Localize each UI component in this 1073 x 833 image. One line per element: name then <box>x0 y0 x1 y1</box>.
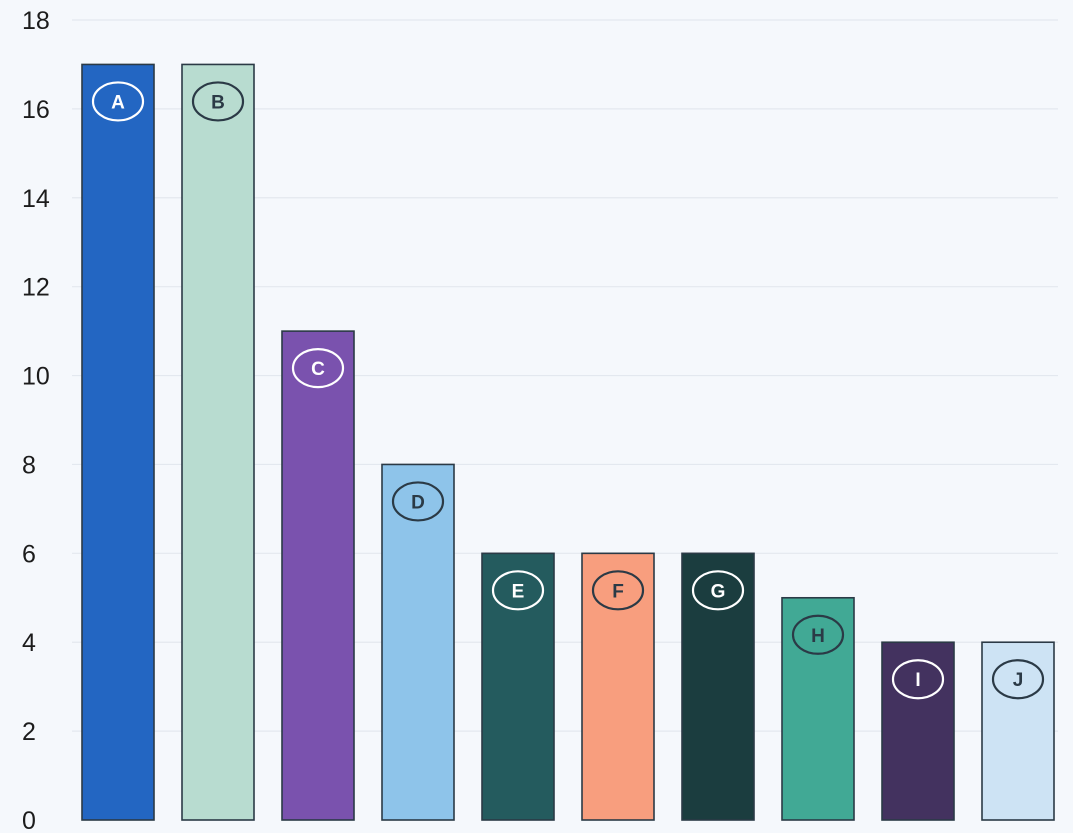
category-label: D <box>411 492 425 513</box>
bar-b <box>181 63 255 821</box>
bar-d <box>381 463 455 821</box>
bar-label-b: B <box>191 81 245 122</box>
category-label: I <box>915 670 920 691</box>
bar-label-j: J <box>991 659 1045 700</box>
y-tick-label: 8 <box>22 451 36 479</box>
bar-label-a: A <box>91 81 145 122</box>
badge-outline <box>191 81 245 122</box>
bar-category-badges: A B C D E F G H I J <box>91 81 1045 700</box>
category-label: B <box>211 92 225 113</box>
y-tick-label: 18 <box>22 7 50 35</box>
y-tick-label: 12 <box>22 274 50 302</box>
bar-label-d: D <box>391 481 445 522</box>
badge-outline <box>591 570 645 611</box>
bar-label-i: I <box>891 659 945 700</box>
category-label: H <box>811 626 825 647</box>
y-tick-label: 10 <box>22 363 50 391</box>
bar-c <box>281 330 355 821</box>
y-tick-label: 16 <box>22 96 50 124</box>
badge-outline <box>891 659 945 700</box>
category-label: A <box>111 92 125 113</box>
y-tick-label: 2 <box>22 718 36 746</box>
category-label: E <box>512 581 525 602</box>
y-tick-label: 14 <box>22 185 50 213</box>
badge-outline <box>991 659 1045 700</box>
badge-outline <box>91 81 145 122</box>
badge-outline <box>691 570 745 611</box>
bars <box>81 63 1055 821</box>
badge-outline <box>391 481 445 522</box>
bar-label-c: C <box>291 348 345 389</box>
y-axis-tick-labels: 0 2 4 6 8 10 12 14 16 18 <box>22 7 50 833</box>
bar-a <box>81 63 155 821</box>
bar-j <box>981 641 1055 821</box>
y-tick-label: 0 <box>22 807 36 833</box>
y-tick-label: 6 <box>22 540 36 568</box>
bar-label-g: G <box>691 570 745 611</box>
category-label: F <box>612 581 624 602</box>
badge-outline <box>491 570 545 611</box>
category-label: G <box>711 581 726 602</box>
y-tick-label: 4 <box>22 629 36 657</box>
bar-i <box>881 641 955 821</box>
bar-label-h: H <box>791 614 845 655</box>
bar-label-f: F <box>591 570 645 611</box>
bar-label-e: E <box>491 570 545 611</box>
badge-outline <box>791 614 845 655</box>
badge-outline <box>291 348 345 389</box>
category-label: J <box>1013 670 1024 691</box>
category-label: C <box>311 359 325 380</box>
